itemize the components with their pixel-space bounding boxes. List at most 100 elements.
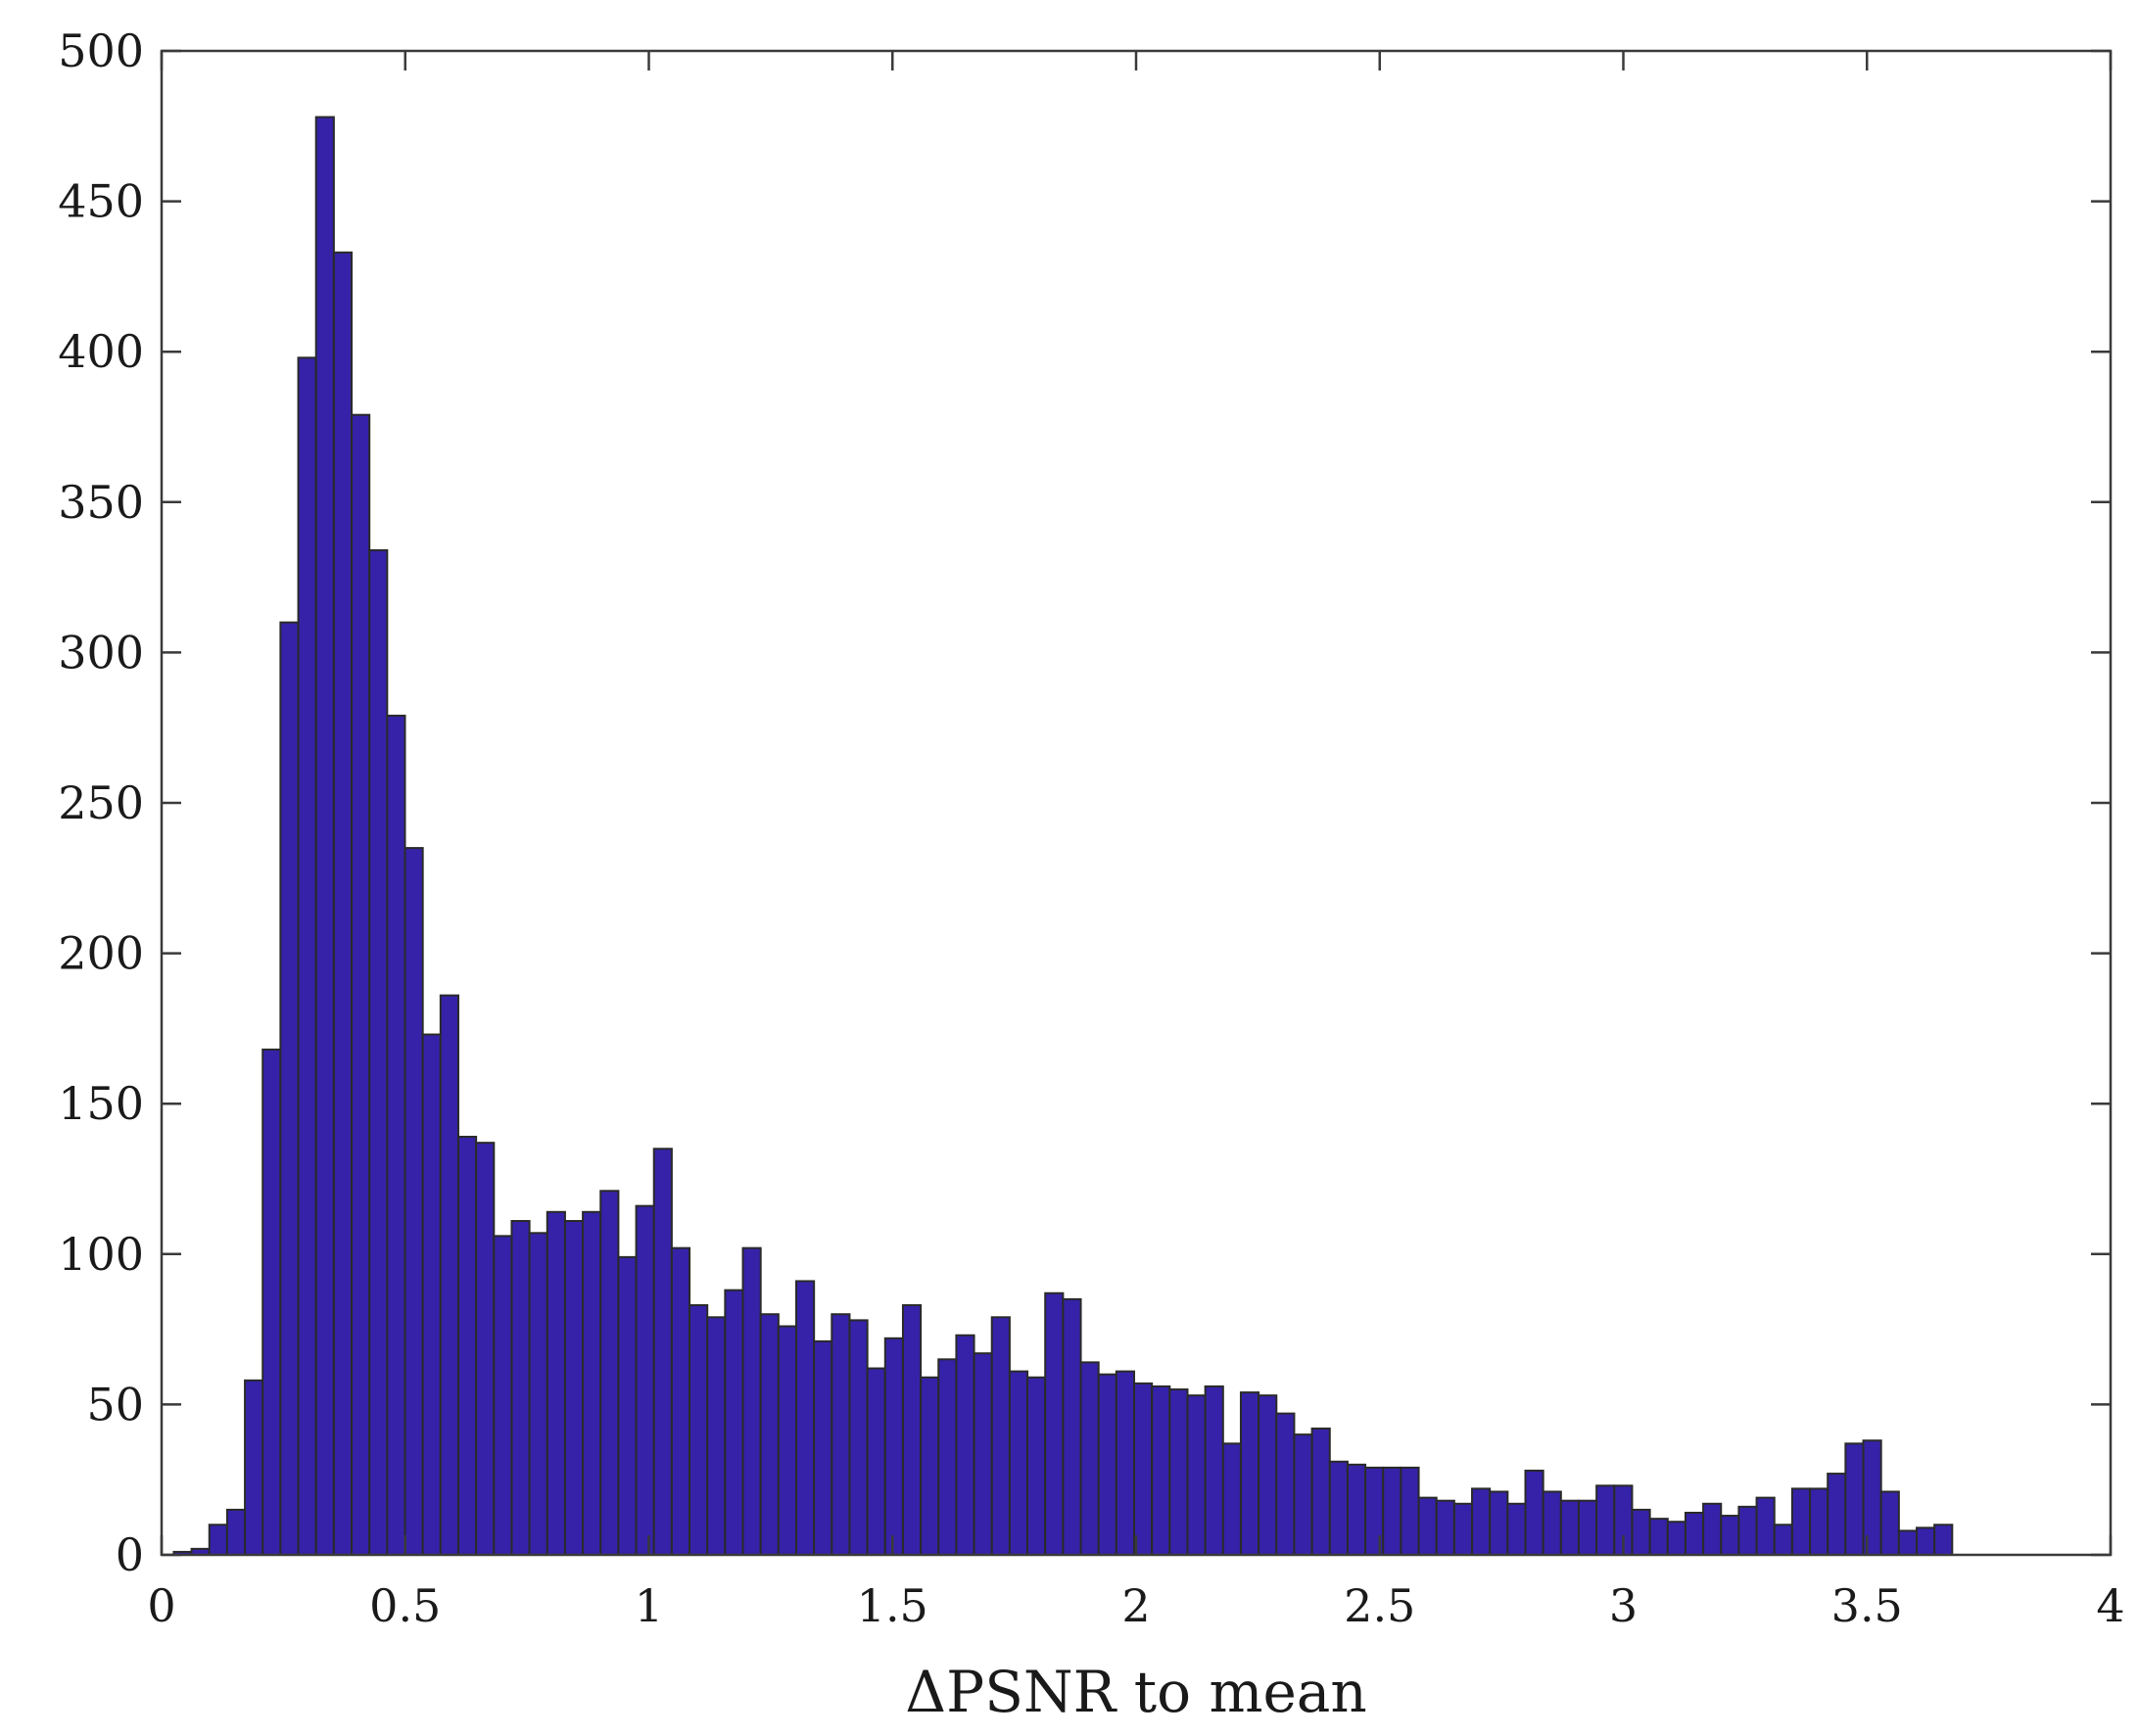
histogram-bar (759, 1313, 780, 1556)
x-tick-label: 1.5 (857, 1579, 928, 1632)
y-tick-label: 100 (58, 1228, 144, 1281)
histogram-bar (1258, 1394, 1278, 1557)
histogram-bar (1026, 1376, 1047, 1556)
histogram-bar (1809, 1487, 1829, 1557)
histogram-bar (421, 1033, 442, 1557)
histogram-bar (493, 1235, 513, 1556)
histogram-bar (208, 1524, 228, 1557)
histogram-bar (1844, 1442, 1865, 1556)
histogram-bar (937, 1358, 958, 1556)
histogram-bar (813, 1339, 833, 1557)
histogram-bar (510, 1220, 531, 1556)
histogram-bar (848, 1319, 869, 1556)
histogram-bar (777, 1325, 797, 1557)
histogram-bar (279, 621, 300, 1556)
histogram-bar (1915, 1526, 1936, 1556)
histogram-bar (794, 1280, 816, 1556)
histogram-bar (582, 1210, 602, 1557)
histogram-bar (1221, 1442, 1242, 1556)
histogram-bar (1044, 1291, 1065, 1556)
histogram-bar (652, 1148, 673, 1557)
y-axis-ticks: 0 50 100 150 200 250 300 350 400 450 500 (58, 24, 2111, 1581)
histogram-bar (439, 994, 459, 1556)
histogram-bar (528, 1232, 548, 1557)
histogram-bar (1648, 1518, 1669, 1557)
histogram-bar (1631, 1508, 1651, 1557)
histogram-bar (920, 1376, 940, 1556)
y-tick-label: 150 (58, 1077, 144, 1130)
histogram-bar (741, 1246, 762, 1557)
histogram-bar (990, 1316, 1011, 1557)
x-axis-label: ΔPSNR to mean (905, 1659, 1366, 1725)
histogram-bar (1773, 1524, 1793, 1557)
histogram-bar (1471, 1487, 1492, 1557)
x-tick-label: 4 (2096, 1579, 2124, 1632)
histogram-bar (1524, 1469, 1544, 1556)
histogram-bar (1559, 1499, 1580, 1556)
histogram-bar (635, 1204, 655, 1557)
histogram-bar (1346, 1463, 1367, 1556)
histogram-bar (1133, 1382, 1154, 1557)
x-tick-label: 0.5 (369, 1579, 441, 1632)
histogram-bar (1275, 1412, 1296, 1556)
histogram-bar (1666, 1521, 1687, 1556)
histogram-bar (1720, 1515, 1740, 1557)
histogram-bar (1008, 1370, 1029, 1556)
histogram-bar (1897, 1529, 1918, 1557)
histogram-bar (368, 548, 389, 1557)
histogram-bars (172, 116, 1954, 1557)
histogram-bar (1933, 1524, 1954, 1557)
histogram-bar (475, 1142, 496, 1556)
histogram-bar (1702, 1502, 1723, 1557)
x-axis-ticks: 0 0.5 1 1.5 2 2.5 3 3.5 4 (147, 51, 2125, 1632)
y-tick-label: 350 (58, 476, 144, 529)
histogram-bar (563, 1220, 585, 1556)
histogram-bar (706, 1316, 727, 1557)
histogram-bar (1417, 1496, 1438, 1557)
histogram-bar (1151, 1384, 1171, 1556)
histogram-bar (883, 1337, 904, 1556)
y-tick-label: 0 (116, 1528, 144, 1581)
x-tick-label: 0 (147, 1579, 175, 1632)
x-tick-label: 3 (1609, 1579, 1638, 1632)
histogram-bar (724, 1289, 744, 1557)
histogram-bar (1168, 1388, 1189, 1557)
y-tick-label: 250 (58, 776, 144, 829)
histogram-bar (404, 847, 424, 1556)
histogram-bar (1790, 1487, 1812, 1557)
histogram-bar (1328, 1460, 1349, 1557)
histogram-bar (1684, 1511, 1705, 1556)
x-tick-label: 1 (635, 1579, 663, 1632)
histogram-bar (973, 1352, 993, 1557)
histogram-bar (599, 1190, 620, 1557)
histogram-bar (617, 1255, 638, 1556)
histogram-bar (297, 356, 317, 1557)
histogram-bar (955, 1334, 975, 1556)
histogram-bar (351, 413, 371, 1557)
histogram-bar (1097, 1373, 1117, 1557)
histogram-bar (1506, 1502, 1527, 1557)
y-tick-label: 400 (58, 325, 144, 378)
histogram-bar (546, 1210, 566, 1557)
y-tick-label: 200 (58, 927, 144, 980)
histogram-bar (456, 1135, 478, 1556)
histogram-bar (689, 1304, 709, 1557)
histogram-bar (1577, 1499, 1598, 1556)
histogram-bar (1489, 1490, 1509, 1556)
histogram-bar (1293, 1433, 1313, 1556)
histogram-bar (244, 1379, 264, 1556)
histogram-bar (314, 116, 335, 1557)
y-tick-label: 500 (58, 24, 144, 77)
histogram-bar (1062, 1297, 1082, 1556)
histogram-bar (332, 251, 354, 1557)
histogram-bar (1382, 1466, 1402, 1557)
histogram-bar (1595, 1484, 1616, 1556)
histogram-bar (1755, 1496, 1776, 1557)
y-tick-label: 450 (58, 175, 144, 228)
x-tick-label: 2 (1121, 1579, 1150, 1632)
histogram-bar (386, 714, 406, 1556)
histogram-bar (1879, 1490, 1900, 1556)
x-tick-label: 3.5 (1831, 1579, 1903, 1632)
histogram-bar (1542, 1490, 1562, 1556)
histogram-bar (1310, 1427, 1331, 1556)
